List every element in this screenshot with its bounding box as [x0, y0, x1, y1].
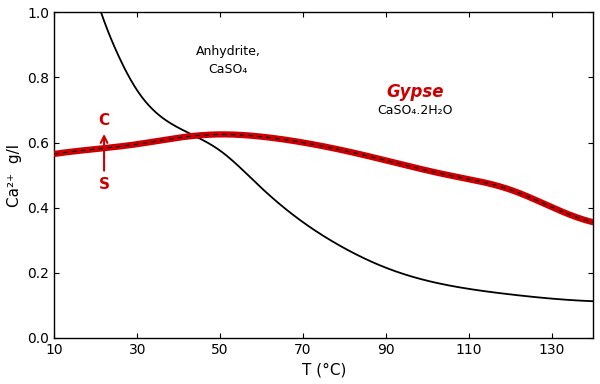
Text: Gypse: Gypse [386, 83, 443, 101]
Y-axis label: Ca²⁺  g/l: Ca²⁺ g/l [7, 144, 22, 207]
Text: C: C [98, 113, 110, 128]
Text: Anhydrite,: Anhydrite, [196, 45, 261, 58]
X-axis label: T (°C): T (°C) [302, 362, 346, 377]
Text: S: S [98, 177, 110, 192]
Text: CaSO₄: CaSO₄ [209, 63, 248, 76]
Text: CaSO₄.2H₂O: CaSO₄.2H₂O [377, 104, 452, 116]
